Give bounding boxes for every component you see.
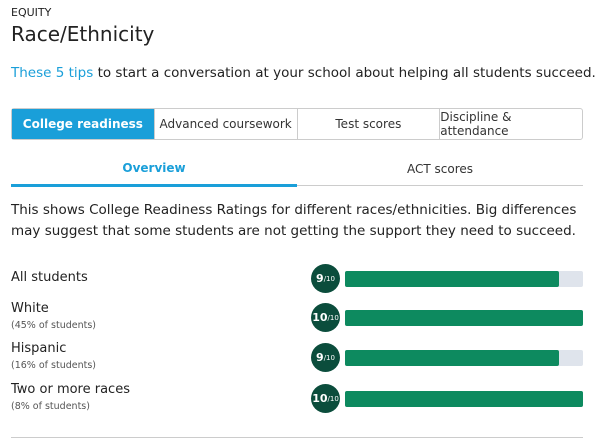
rating-scale: /10	[323, 274, 335, 283]
rating-value: 9	[316, 351, 324, 364]
rating-circle: 9/10	[311, 264, 340, 293]
rating-value: 9	[316, 272, 324, 285]
rating-circle: 10/10	[311, 303, 340, 332]
row-label: Two or more races	[11, 382, 130, 397]
row-note: (8% of students)	[11, 401, 90, 412]
rating-row: All students 9/10	[11, 264, 583, 294]
tab[interactable]: Test scores	[296, 109, 440, 139]
bar-track	[345, 271, 583, 287]
rating-row: Two or more races (8% of students) 10/10	[11, 382, 583, 414]
rating-scale: /10	[327, 313, 339, 322]
row-note: (45% of students)	[11, 320, 96, 331]
row-label: All students	[11, 270, 88, 285]
bar-track	[345, 310, 583, 326]
bar-track	[345, 391, 583, 407]
bar	[345, 310, 583, 326]
tab[interactable]: College readiness	[12, 109, 154, 139]
row-label: Hispanic	[11, 341, 67, 356]
bar-track	[345, 350, 583, 366]
rating-scale: /10	[327, 394, 339, 403]
title: Race/Ethnicity	[11, 22, 155, 46]
bar	[345, 391, 583, 407]
rating-circle: 9/10	[311, 343, 340, 372]
rating-value: 10	[312, 392, 328, 405]
rating-row: White (45% of students) 10/10	[11, 301, 583, 333]
tab[interactable]: Discipline & attendance	[439, 109, 582, 139]
rating-row: Hispanic (16% of students) 9/10	[11, 341, 583, 373]
rating-value: 10	[312, 311, 328, 324]
eyebrow: EQUITY	[11, 6, 52, 19]
tips-link[interactable]: These 5 tips	[11, 65, 94, 81]
tips: These 5 tips to start a conversation at …	[11, 65, 596, 81]
rating-scale: /10	[323, 353, 335, 362]
rating-circle: 10/10	[311, 384, 340, 413]
divider	[11, 437, 583, 438]
tab[interactable]: Advanced coursework	[153, 109, 297, 139]
bar	[345, 350, 560, 366]
row-note: (16% of students)	[11, 360, 96, 371]
bar	[345, 271, 560, 287]
tabs: College readiness Advanced coursework Test…	[11, 108, 583, 140]
description: This shows College Readiness Ratings for…	[11, 202, 577, 239]
subtabs: Overview ACT scores	[11, 152, 583, 187]
row-label: White	[11, 301, 49, 316]
subtab[interactable]: Overview	[11, 152, 297, 187]
subtab[interactable]: ACT scores	[406, 161, 474, 176]
tips-text: to start a conversation at your school a…	[97, 65, 596, 81]
